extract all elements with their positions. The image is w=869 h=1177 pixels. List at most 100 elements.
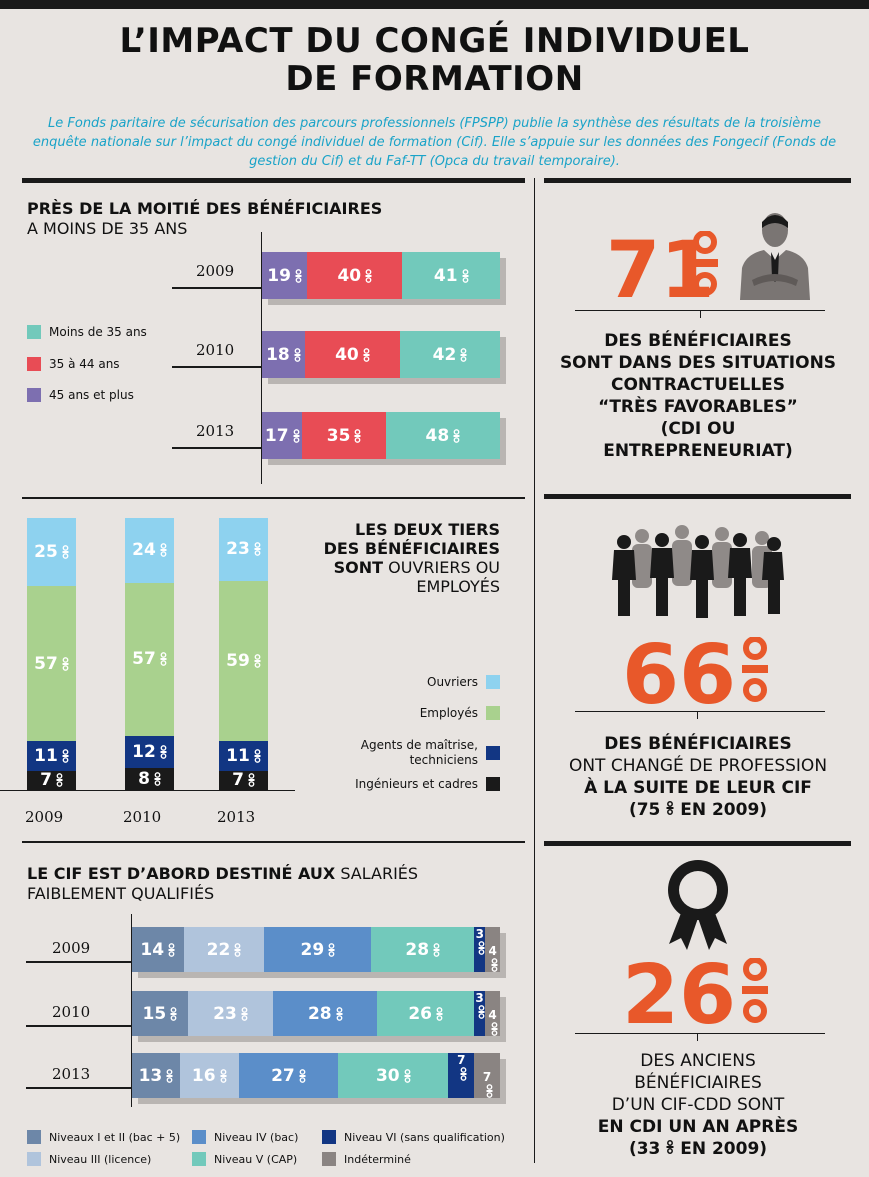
segment-2009-2: 41: [402, 252, 500, 299]
segment-2010-1: 40: [304, 331, 401, 378]
legend-item: Agents de maîtrise, techniciens: [320, 738, 500, 768]
percent-glyph-icon: [154, 772, 161, 787]
stat3-line-3: D’UN CIF-CDD SONT: [611, 1095, 785, 1115]
column-segment-2013-0: 7: [219, 770, 268, 791]
percent-glyph-icon: [478, 1005, 485, 1019]
legend-label: Niveau V (CAP): [214, 1152, 298, 1166]
stat2-rule: [575, 711, 825, 712]
percent-glyph-icon: [62, 656, 69, 671]
legend-item: Niveau III (licence): [27, 1152, 151, 1166]
percent-glyph-icon: [460, 1067, 467, 1081]
year-label-2013: 2013: [52, 1065, 91, 1083]
stat3-line-5a: (33: [628, 1139, 661, 1159]
legend-swatch: [192, 1152, 206, 1166]
legend-swatch: [192, 1130, 206, 1144]
qualif-title-inline: SALARIÉS: [335, 864, 419, 883]
segment-2009-2: 29: [264, 927, 372, 972]
year-label-2013: 2013: [196, 422, 235, 440]
column-segment-2010-1: 12: [125, 736, 174, 769]
percent-glyph-icon: [365, 268, 372, 283]
segment-value-label: 11: [226, 745, 250, 766]
legend-swatch: [27, 1130, 41, 1144]
segment-value-label: 48: [425, 425, 450, 446]
column-year-label-2010: 2010: [123, 808, 162, 826]
column-segment-2010-2: 57: [125, 582, 174, 737]
stat1-line-5: (CDI OU: [660, 419, 736, 439]
segment-value-label: 18: [266, 344, 290, 365]
rule-profession: [22, 497, 525, 499]
segment-2013-2: 27: [238, 1053, 339, 1098]
stat3-line-4: EN CDI UN AN APRÈS: [597, 1117, 799, 1137]
segment-value-label: 15: [142, 1003, 167, 1024]
percent-glyph-icon: [436, 1006, 443, 1021]
percent-glyph-icon: [453, 428, 460, 443]
rule-stat2: [544, 494, 851, 499]
segment-value-label: 7: [482, 1070, 492, 1084]
year-guide-line: [26, 1025, 132, 1027]
segment-value-label: 12: [132, 742, 156, 763]
segment-value-label: 27: [271, 1065, 295, 1086]
stat3-value: 26: [622, 948, 737, 1043]
column-segment-2010-0: 8: [125, 768, 174, 790]
stat1-line-6: ENTREPRENEURIAT): [603, 441, 793, 461]
percent-glyph-icon: [160, 652, 167, 667]
column-year-label-2013: 2013: [217, 808, 256, 826]
segment-value-label: 8: [138, 769, 150, 790]
percent-glyph-icon: [62, 545, 69, 559]
stat3-line-5b: EN 2009): [680, 1139, 768, 1159]
stat1-line-3: CONTRACTUELLES: [610, 375, 785, 395]
legend-item: Employés: [340, 706, 500, 720]
segment-value-label: 11: [34, 745, 58, 766]
segment-2010-0: 15: [132, 991, 188, 1036]
segment-value-label: 24: [132, 540, 156, 561]
percent-glyph-icon: [160, 745, 167, 760]
segment-value-label: 16: [191, 1065, 216, 1086]
segment-value-label: 13: [138, 1065, 163, 1086]
segment-2010-2: 28: [273, 991, 378, 1036]
segment-value-label: 26: [408, 1003, 432, 1024]
legend-item: Niveau V (CAP): [192, 1152, 297, 1166]
percent-glyph-icon: [234, 942, 241, 957]
stat2-line-3: À LA SUITE DE LEUR CIF: [584, 778, 812, 798]
stat2-line-4a: (75: [628, 800, 661, 820]
segment-value-label: 4: [488, 1008, 497, 1022]
legend-label: Ouvriers: [427, 675, 478, 689]
column-segment-2009-1: 11: [27, 741, 76, 771]
stat1-text: DES BÉNÉFICIAIRES SONT DANS DES SITUATIO…: [553, 330, 843, 462]
rule-stat1: [544, 178, 851, 183]
segment-value-label: 7: [232, 770, 244, 791]
column-segment-2013-2: 59: [219, 580, 268, 742]
legend-item: 35 à 44 ans: [27, 357, 120, 371]
segment-value-label: 14: [140, 939, 165, 960]
segment-2010-4: 3: [473, 991, 486, 1036]
legend-item: Indéterminé: [322, 1152, 411, 1166]
segment-2009-3: 28: [371, 927, 475, 972]
legend-label: 45 ans et plus: [49, 388, 134, 402]
percent-glyph-icon: [254, 749, 261, 763]
legend-swatch: [322, 1152, 336, 1166]
year-label-2010: 2010: [196, 341, 235, 359]
percent-glyph-icon: [294, 347, 301, 362]
stat2-percent-small-icon: [666, 801, 674, 815]
legend-swatch: [27, 325, 41, 339]
column-segment-2009-3: 25: [27, 518, 76, 586]
age-title-rest: A MOINS DE 35 ANS: [27, 219, 188, 238]
intro-text: Le Fonds paritaire de sécurisation des p…: [32, 116, 837, 169]
segment-value-label: 41: [433, 265, 458, 286]
percent-glyph-icon: [299, 1068, 306, 1083]
segment-2009-0: 19: [262, 252, 308, 299]
profession-baseline: [0, 790, 295, 791]
percent-glyph-icon: [336, 1006, 343, 1021]
column-2009: 7 11 57 25: [27, 518, 76, 790]
year-guide-line: [172, 447, 262, 449]
segment-value-label: 29: [300, 939, 325, 960]
percent-glyph-icon: [433, 942, 440, 957]
year-label-2009: 2009: [52, 939, 91, 957]
rosette-icon: [668, 860, 728, 950]
legend-label: Niveau III (licence): [49, 1152, 152, 1166]
rule-stat3: [544, 841, 851, 846]
column-segment-2009-0: 7: [27, 770, 76, 790]
percent-glyph-icon: [56, 773, 63, 788]
stat3-line-5: (33 EN 2009): [548, 1138, 848, 1160]
segment-value-label: 40: [337, 265, 362, 286]
